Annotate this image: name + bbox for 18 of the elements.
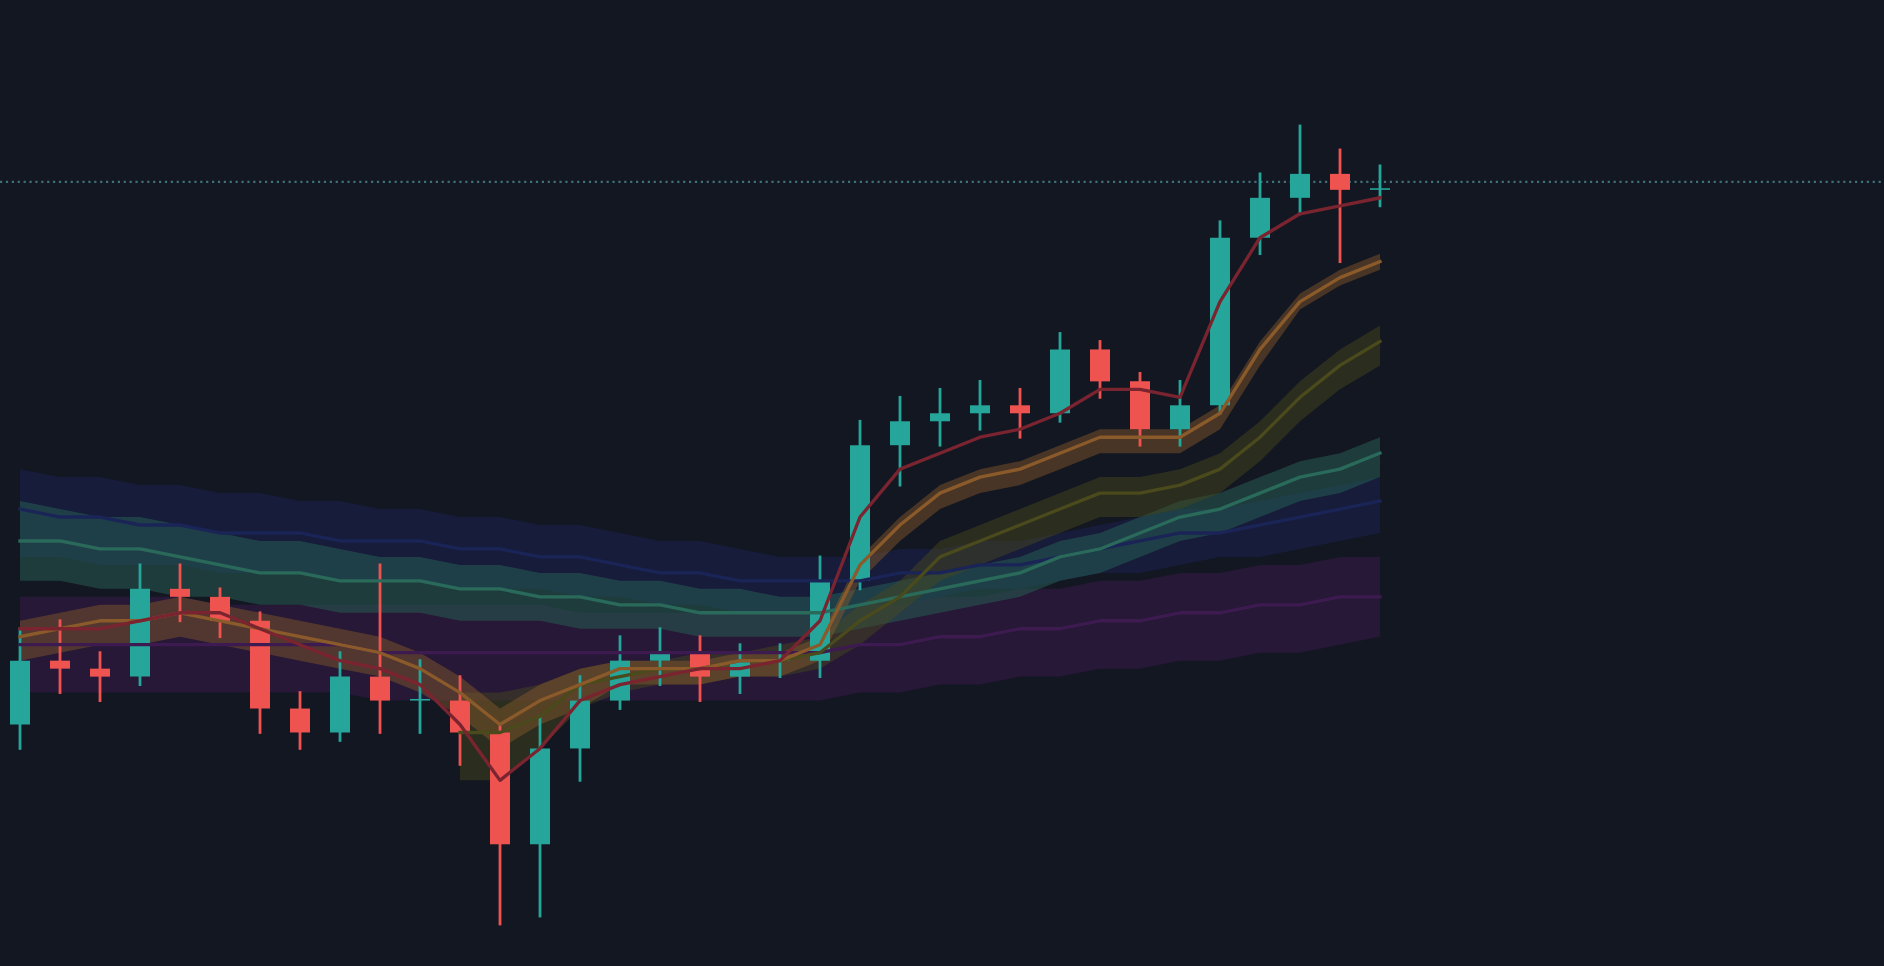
candlestick — [890, 395, 910, 487]
candlestick — [290, 691, 310, 750]
candlestick — [1290, 124, 1310, 216]
candlestick — [1010, 387, 1030, 439]
candlestick — [1130, 371, 1150, 447]
candlestick — [370, 563, 390, 734]
candlestick — [410, 659, 430, 734]
candlestick — [1250, 172, 1270, 256]
candlestick — [50, 619, 70, 694]
candlestick — [970, 379, 990, 431]
candlestick — [90, 651, 110, 702]
candlestick — [930, 387, 950, 447]
candlestick — [1370, 164, 1390, 208]
candlestick — [1170, 379, 1190, 447]
candlestick — [570, 675, 590, 782]
candlestick — [1330, 148, 1350, 264]
candlestick — [1090, 340, 1110, 399]
candlestick — [170, 563, 190, 623]
